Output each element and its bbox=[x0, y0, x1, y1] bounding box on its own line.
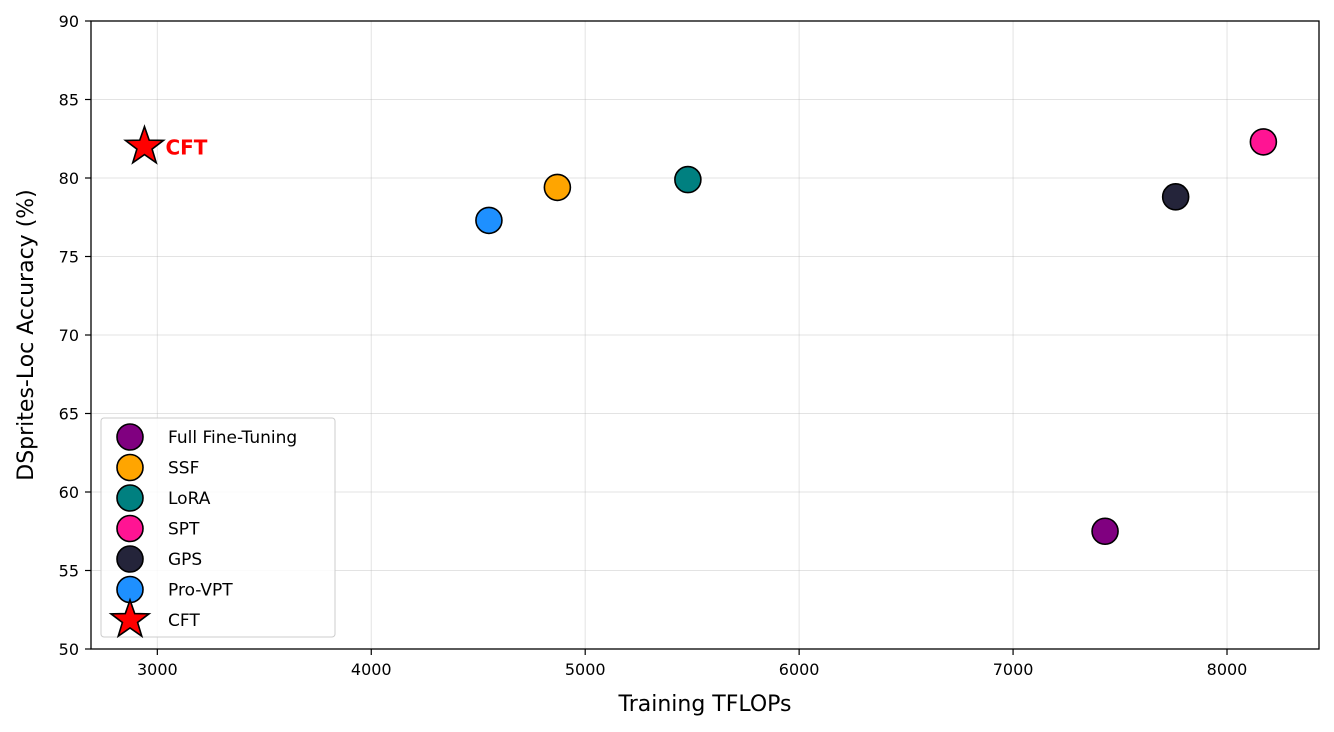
point-gps bbox=[1161, 183, 1190, 211]
point-lora bbox=[674, 165, 702, 194]
y-tick-label: 85 bbox=[59, 91, 79, 110]
x-tick-label: 3000 bbox=[137, 660, 178, 679]
x-tick-label: 6000 bbox=[779, 660, 820, 679]
legend-label-pro-vpt: Pro-VPT bbox=[168, 581, 233, 601]
legend-label-spt: SPT bbox=[168, 520, 200, 540]
x-axis-title: Training TFLOPs bbox=[617, 692, 791, 717]
x-tick-label: 7000 bbox=[993, 660, 1034, 679]
annotations: CFT bbox=[165, 136, 207, 160]
y-tick-label: 90 bbox=[59, 12, 79, 31]
legend-label-cft: CFT bbox=[168, 611, 200, 631]
legend-label-lora: LoRA bbox=[168, 489, 211, 509]
legend-label-ssf: SSF bbox=[168, 459, 199, 479]
legend-box bbox=[100, 417, 336, 638]
grid bbox=[91, 20, 1319, 650]
annotation-cft: CFT bbox=[165, 136, 207, 160]
y-tick-label: 50 bbox=[59, 640, 79, 659]
x-tick-label: 8000 bbox=[1207, 660, 1248, 679]
y-tick-label: 75 bbox=[59, 248, 79, 267]
axis-ticks: 3000 4000 5000 6000 7000 8000 50 55 60 65 70 75 80 85… bbox=[59, 12, 1248, 679]
legend: Full Fine-Tuning SSF LoRA SPT GPS Pro-VPT CFT bbox=[100, 417, 336, 639]
y-tick-label: 65 bbox=[59, 405, 79, 424]
y-axis-title: DSprites-Loc Accuracy (%) bbox=[14, 189, 39, 481]
point-ssf bbox=[543, 173, 572, 202]
y-tick-label: 60 bbox=[59, 483, 79, 502]
point-full-fine-tuning bbox=[1091, 517, 1119, 546]
point-cft bbox=[123, 124, 166, 165]
y-tick-label: 70 bbox=[59, 326, 79, 345]
legend-marker-full-fine-tuning bbox=[116, 423, 144, 451]
point-spt bbox=[1249, 128, 1278, 156]
legend-marker-ssf bbox=[116, 453, 144, 482]
x-tick-label: 5000 bbox=[565, 660, 606, 679]
legend-label-full-fine-tuning: Full Fine-Tuning bbox=[168, 428, 297, 448]
y-tick-label: 55 bbox=[59, 562, 79, 581]
legend-label-gps: GPS bbox=[168, 550, 202, 570]
legend-marker-gps bbox=[116, 545, 144, 573]
y-tick-label: 80 bbox=[59, 169, 79, 188]
x-tick-label: 4000 bbox=[351, 660, 392, 679]
legend-marker-lora bbox=[116, 484, 144, 512]
data-points bbox=[123, 124, 1278, 546]
legend-marker-cft bbox=[108, 597, 152, 639]
legend-marker-spt bbox=[116, 514, 144, 543]
point-pro-vpt bbox=[475, 206, 503, 235]
